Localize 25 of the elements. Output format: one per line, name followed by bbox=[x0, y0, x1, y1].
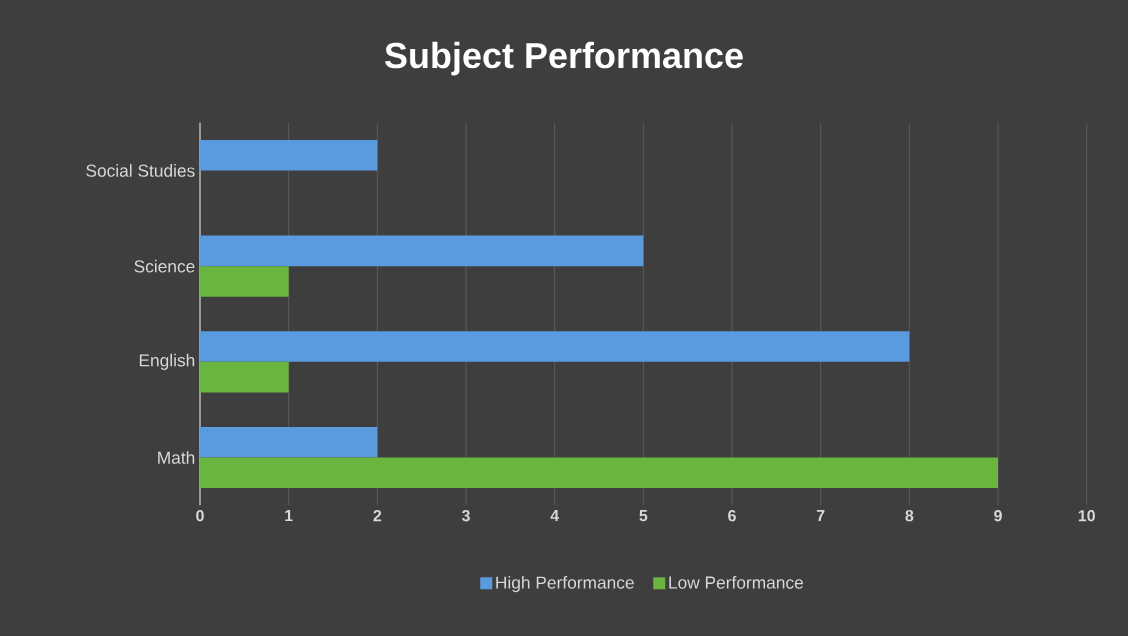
bar bbox=[200, 235, 644, 267]
bar bbox=[200, 361, 289, 393]
legend-label: Low Performance bbox=[669, 575, 803, 589]
chart-title: Subject Performance bbox=[384, 41, 743, 76]
y-tick-label: Social Studies bbox=[86, 164, 195, 177]
y-tick-label: Math bbox=[158, 451, 195, 464]
bar bbox=[200, 266, 289, 297]
y-tick-label: Science bbox=[134, 259, 195, 273]
x-tick-label: 1 bbox=[285, 510, 293, 522]
x-tick-label: 3 bbox=[461, 510, 470, 522]
x-tick-label: 10 bbox=[1078, 510, 1095, 522]
x-tick-label: 7 bbox=[816, 510, 825, 522]
bar bbox=[200, 457, 999, 489]
bar bbox=[200, 426, 378, 458]
x-tick-label: 9 bbox=[994, 510, 1002, 522]
legend-label: High Performance bbox=[496, 575, 634, 593]
x-tick-label: 8 bbox=[905, 510, 914, 522]
bar bbox=[200, 139, 378, 171]
bar bbox=[200, 331, 910, 362]
x-tick-label: 6 bbox=[728, 510, 736, 522]
x-tick-label: 2 bbox=[373, 510, 382, 522]
x-tick-label: 0 bbox=[196, 510, 204, 522]
y-tick-label: English bbox=[139, 353, 195, 370]
x-tick-label: 4 bbox=[550, 510, 560, 522]
x-tick-label: 5 bbox=[639, 510, 648, 522]
